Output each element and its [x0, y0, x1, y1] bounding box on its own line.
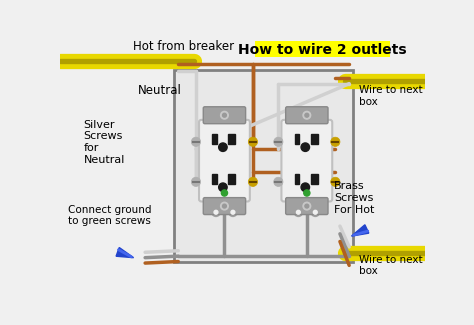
- Bar: [294, 134, 299, 144]
- Circle shape: [229, 208, 237, 216]
- Bar: [228, 174, 235, 184]
- Bar: [212, 174, 217, 184]
- Circle shape: [220, 111, 228, 119]
- Circle shape: [220, 202, 228, 210]
- Polygon shape: [352, 225, 369, 236]
- Circle shape: [231, 210, 235, 214]
- Text: Silver
Screws
for
Neutral: Silver Screws for Neutral: [83, 120, 125, 165]
- Bar: [212, 134, 217, 144]
- Text: Connect ground
to green screws: Connect ground to green screws: [68, 204, 152, 226]
- Circle shape: [313, 210, 317, 214]
- Circle shape: [303, 111, 310, 119]
- Circle shape: [214, 210, 218, 214]
- Bar: [174, 70, 353, 262]
- Circle shape: [191, 137, 201, 147]
- Bar: [310, 134, 318, 144]
- Circle shape: [221, 203, 228, 209]
- FancyBboxPatch shape: [199, 120, 250, 202]
- FancyBboxPatch shape: [203, 107, 246, 124]
- Circle shape: [222, 113, 227, 117]
- FancyBboxPatch shape: [208, 198, 241, 214]
- FancyBboxPatch shape: [255, 41, 390, 57]
- Circle shape: [212, 208, 220, 216]
- FancyBboxPatch shape: [290, 198, 324, 214]
- Circle shape: [304, 190, 310, 196]
- Circle shape: [331, 137, 340, 147]
- Text: Wire to next
box: Wire to next box: [359, 254, 423, 276]
- Circle shape: [222, 204, 227, 208]
- Circle shape: [305, 204, 309, 208]
- Polygon shape: [116, 248, 134, 258]
- Bar: [228, 134, 235, 144]
- Bar: [294, 174, 299, 184]
- Bar: [310, 174, 318, 184]
- Circle shape: [248, 137, 257, 147]
- FancyBboxPatch shape: [286, 107, 328, 124]
- Circle shape: [248, 177, 257, 187]
- FancyBboxPatch shape: [282, 120, 332, 202]
- Circle shape: [296, 210, 301, 214]
- Text: Wire to next
box: Wire to next box: [359, 85, 423, 107]
- Text: Brass
Screws
For Hot: Brass Screws For Hot: [334, 181, 374, 214]
- Text: How to wire 2 outlets: How to wire 2 outlets: [238, 43, 407, 57]
- Circle shape: [219, 143, 227, 151]
- Circle shape: [191, 177, 201, 187]
- FancyBboxPatch shape: [203, 198, 246, 214]
- Circle shape: [273, 177, 283, 187]
- Circle shape: [273, 137, 283, 147]
- Circle shape: [304, 203, 310, 209]
- Circle shape: [301, 143, 310, 151]
- Circle shape: [331, 177, 340, 187]
- FancyBboxPatch shape: [286, 198, 328, 214]
- Circle shape: [305, 113, 309, 117]
- Circle shape: [221, 190, 228, 196]
- Circle shape: [219, 183, 227, 191]
- Circle shape: [311, 208, 319, 216]
- Text: Neutral: Neutral: [137, 84, 182, 97]
- Circle shape: [301, 183, 310, 191]
- Circle shape: [294, 208, 302, 216]
- Circle shape: [303, 202, 310, 210]
- Text: Hot from breaker: Hot from breaker: [133, 40, 234, 53]
